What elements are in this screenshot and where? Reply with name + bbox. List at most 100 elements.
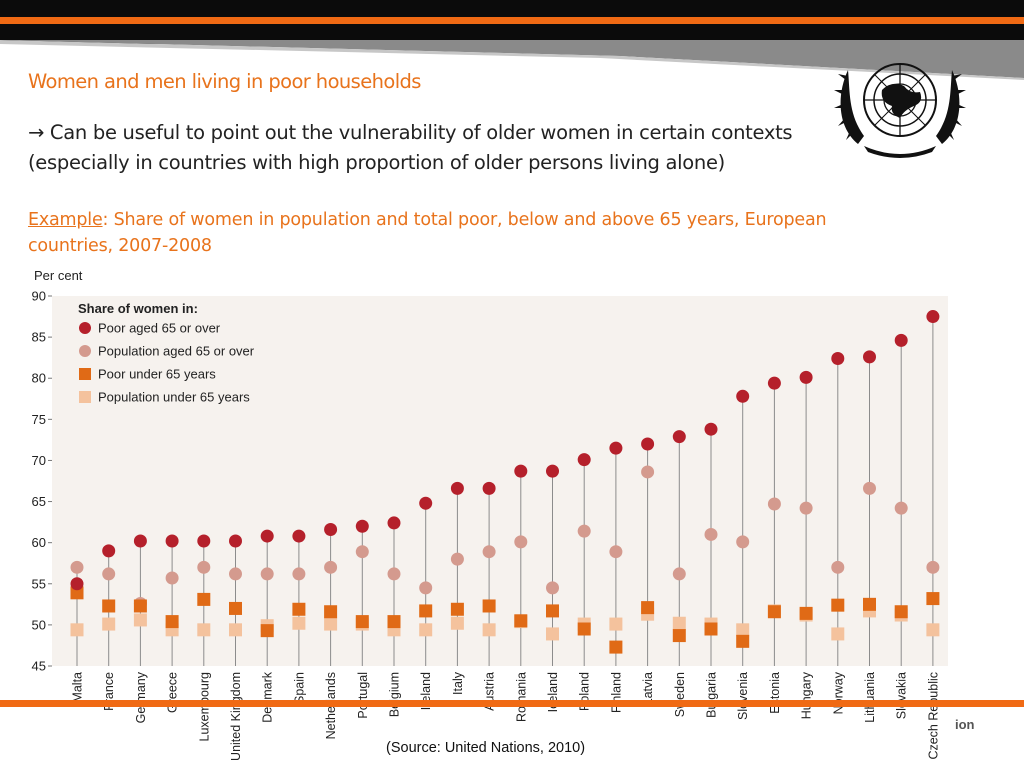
- x-tick-label: Lithuania: [863, 672, 877, 723]
- series-0-point: [704, 422, 718, 436]
- legend-entry: Population under 65 years: [98, 390, 250, 405]
- legend-swatch: [79, 322, 91, 334]
- series-0-point: [165, 534, 179, 548]
- x-tick-label: Czech Republic: [926, 672, 940, 760]
- series-1-point: [387, 567, 401, 581]
- series-2-point: [102, 599, 116, 613]
- footer-orange-band: [0, 700, 1024, 707]
- top-banner: [0, 0, 1024, 46]
- series-0-point: [609, 441, 623, 455]
- x-tick-label: Romania: [514, 672, 528, 722]
- bullet-line-2: (especially in countries with high propo…: [28, 151, 725, 174]
- series-3-point: [482, 623, 496, 637]
- bullet-line-1: → Can be useful to point out the vulnera…: [28, 121, 793, 144]
- y-axis-label: Per cent: [34, 268, 83, 283]
- y-tick-label: 65: [32, 494, 46, 509]
- y-tick-label: 90: [32, 289, 46, 304]
- un-emblem-icon: [834, 63, 966, 158]
- y-tick-label: 60: [32, 535, 46, 550]
- series-1-point: [894, 501, 908, 515]
- legend-title: Share of women in:: [78, 301, 198, 316]
- x-tick-label: Sweden: [673, 672, 687, 717]
- x-tick-label: Slovenia: [736, 672, 750, 720]
- series-3-point: [736, 623, 750, 637]
- series-2-point: [387, 615, 401, 629]
- series-0-point: [133, 534, 147, 548]
- series-0-point: [767, 376, 781, 390]
- series-2-point: [546, 604, 559, 618]
- series-1-point: [450, 552, 464, 566]
- series-1-point: [197, 560, 211, 574]
- series-1-point: [514, 535, 528, 549]
- x-tick-label: Germany: [134, 671, 148, 723]
- series-0-point: [450, 481, 464, 495]
- series-0-point: [546, 464, 559, 478]
- legend: Share of women in: Poor aged 65 or over P…: [78, 301, 255, 405]
- example-label: Example: [28, 210, 103, 230]
- series-0-point: [197, 534, 211, 548]
- series-2-point: [419, 604, 433, 618]
- series-1-point: [70, 560, 84, 574]
- series-0-point: [799, 370, 813, 384]
- x-tick-label: Belgium: [388, 672, 402, 717]
- series-3-point: [450, 616, 464, 630]
- series-2-point: [260, 624, 274, 638]
- slide-title: Women and men living in poor households: [28, 70, 421, 93]
- series-0-point: [260, 529, 274, 543]
- series-1-point: [609, 545, 623, 559]
- series-1-point: [863, 481, 876, 495]
- series-1-point: [799, 501, 813, 515]
- series-0-point: [70, 577, 84, 591]
- bullet-text: → Can be useful to point out the vulnera…: [28, 118, 888, 178]
- series-2-point: [672, 629, 686, 643]
- series-2-point: [704, 622, 718, 636]
- series-3-point: [197, 623, 211, 637]
- example-text: : Share of women in population and total…: [28, 210, 827, 256]
- series-2-point: [894, 605, 908, 619]
- series-2-point: [133, 599, 147, 613]
- x-tick-label: Latvia: [641, 672, 655, 705]
- series-0-point: [672, 430, 686, 444]
- series-1-point: [102, 567, 116, 581]
- y-axis: 45 50 55 60 65 70 75 80 85 90: [32, 289, 52, 674]
- example-caption: Example: Share of women in population an…: [28, 207, 908, 259]
- series-2-point: [736, 634, 750, 648]
- series-2-point: [926, 592, 940, 606]
- series-2-point: [831, 598, 845, 612]
- data-marks: [70, 310, 940, 654]
- series-0-point: [419, 496, 433, 510]
- x-tick-label: Slovakia: [895, 672, 909, 719]
- series-2-point: [229, 601, 242, 615]
- series-2-point: [799, 606, 813, 620]
- series-1-point: [482, 545, 496, 559]
- series-1-point: [831, 560, 845, 574]
- series-1-point: [577, 524, 591, 538]
- series-1-point: [767, 497, 781, 511]
- series-3-point: [324, 617, 338, 631]
- series-0-point: [292, 529, 306, 543]
- series-0-point: [894, 333, 908, 347]
- legend-entry: Poor under 65 years: [98, 367, 216, 382]
- series-2-point: [482, 599, 496, 613]
- y-tick-label: 75: [32, 412, 46, 427]
- series-2-point: [355, 615, 369, 629]
- series-2-point: [292, 602, 306, 616]
- source-note: (Source: United Nations, 2010): [386, 740, 586, 756]
- series-1-point: [165, 571, 179, 585]
- y-tick-label: 80: [32, 371, 46, 386]
- series-3-point: [831, 627, 845, 641]
- x-tick-label: Malta: [71, 672, 85, 703]
- series-2-point: [514, 614, 528, 628]
- x-tick-label: Norway: [831, 671, 845, 714]
- series-2-point: [863, 597, 876, 611]
- series-2-point: [767, 605, 781, 619]
- series-2-point: [165, 615, 179, 629]
- series-2-point: [197, 592, 211, 606]
- x-tick-label: Spain: [292, 672, 306, 704]
- series-2-point: [577, 622, 591, 636]
- series-0-point: [229, 534, 242, 548]
- series-1-point: [355, 545, 369, 559]
- series-0-point: [736, 389, 750, 403]
- legend-swatch: [79, 391, 91, 403]
- series-0-point: [387, 516, 401, 530]
